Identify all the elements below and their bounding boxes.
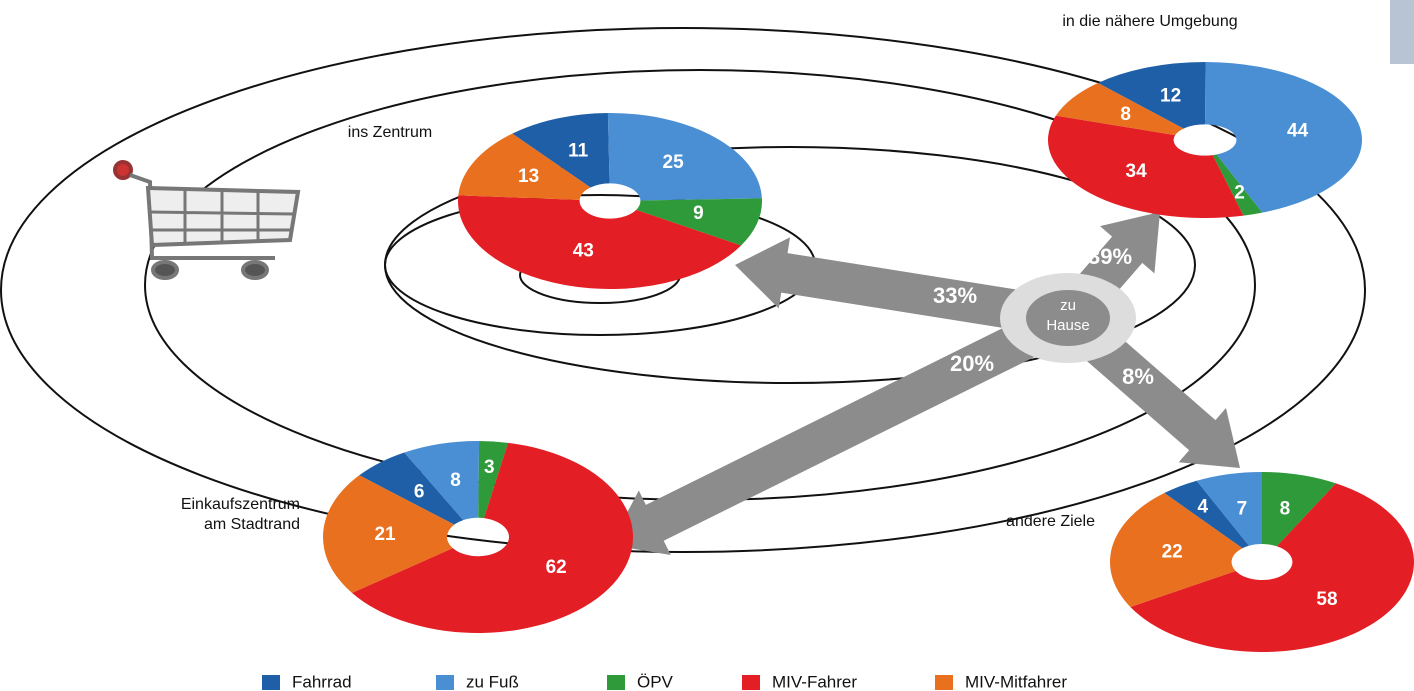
pie-slice xyxy=(1130,483,1414,652)
legend-label: zu Fuß xyxy=(466,672,519,691)
legend: Fahrrad zu Fuß ÖPV MIV-Fahrer MIV-Mitfahrer xyxy=(262,672,1067,691)
flow-label: 20% xyxy=(950,351,994,376)
slice-label: 11 xyxy=(568,141,589,162)
pie-slice xyxy=(1164,480,1249,549)
slice-label: 8 xyxy=(1120,104,1131,125)
pie-slice xyxy=(1205,62,1362,213)
slice-label: 43 xyxy=(573,241,594,262)
ring xyxy=(0,27,1366,553)
home-label: Hause xyxy=(1046,317,1089,334)
pie-title: Einkaufszentrum xyxy=(181,496,300,513)
cart-icon xyxy=(113,160,301,280)
slice-label: 22 xyxy=(1162,542,1183,563)
pie-slice xyxy=(1212,154,1263,216)
legend-label: MIV-Fahrer xyxy=(772,672,857,691)
pie-slice xyxy=(1110,493,1243,607)
legend-swatch xyxy=(607,675,625,690)
pie-slice xyxy=(404,441,480,521)
pie-title: am Stadtrand xyxy=(204,516,300,533)
legend-label: ÖPV xyxy=(637,672,674,691)
slice-label: 4 xyxy=(1198,497,1209,518)
slice-label: 9 xyxy=(693,203,704,224)
pie-slice xyxy=(512,113,610,188)
home-node: zu Hause xyxy=(1000,273,1136,363)
slice-label: 7 xyxy=(1237,498,1248,519)
slice-label: 3 xyxy=(484,457,495,478)
pie-slice xyxy=(323,475,455,593)
pie-slice xyxy=(636,198,762,246)
pie-slice xyxy=(1196,472,1262,546)
slice-label: 12 xyxy=(1160,85,1181,106)
flow-label: 33% xyxy=(933,283,977,308)
slice-label: 44 xyxy=(1287,120,1309,141)
slice-label: 34 xyxy=(1126,161,1148,182)
pie-title: in die nähere Umgebung xyxy=(1062,13,1237,30)
home-label: zu xyxy=(1060,297,1076,314)
legend-swatch xyxy=(742,675,760,690)
pie-slice xyxy=(359,452,464,525)
legend-label: MIV-Mitfahrer xyxy=(965,672,1067,691)
slice-label: 8 xyxy=(450,470,461,491)
slice-label: 25 xyxy=(663,152,685,173)
pie-slice xyxy=(1262,472,1336,547)
slice-label: 13 xyxy=(518,166,539,187)
slice-label: 21 xyxy=(374,524,396,545)
flow-arrow xyxy=(610,300,1077,556)
legend-swatch xyxy=(935,675,953,690)
pie-slice xyxy=(351,442,634,633)
pie-title: andere Ziele xyxy=(1006,513,1095,530)
pie-slice xyxy=(458,133,591,200)
corner-tab xyxy=(1390,0,1414,64)
pie-slice xyxy=(478,441,509,519)
slice-label: 62 xyxy=(546,557,567,578)
legend-swatch xyxy=(262,675,280,690)
slice-label: 58 xyxy=(1316,589,1337,610)
flow-label: 39% xyxy=(1088,244,1132,269)
arrows: 33% 39% 20% 8% xyxy=(610,212,1240,556)
pie-slice xyxy=(607,113,762,201)
pie-slice xyxy=(458,195,742,290)
pie-slice xyxy=(1097,62,1206,129)
pie-slice xyxy=(1055,82,1184,136)
home-center xyxy=(1026,290,1110,346)
flow-label: 8% xyxy=(1122,364,1154,389)
flow-arrow xyxy=(735,237,1072,338)
slice-label: 2 xyxy=(1234,182,1245,203)
slice-label: 6 xyxy=(414,481,425,502)
pie-title: ins Zentrum xyxy=(348,124,432,141)
pie-slice xyxy=(1048,115,1244,218)
slice-label: 8 xyxy=(1280,499,1291,520)
legend-label: Fahrrad xyxy=(292,672,352,691)
legend-swatch xyxy=(436,675,454,690)
